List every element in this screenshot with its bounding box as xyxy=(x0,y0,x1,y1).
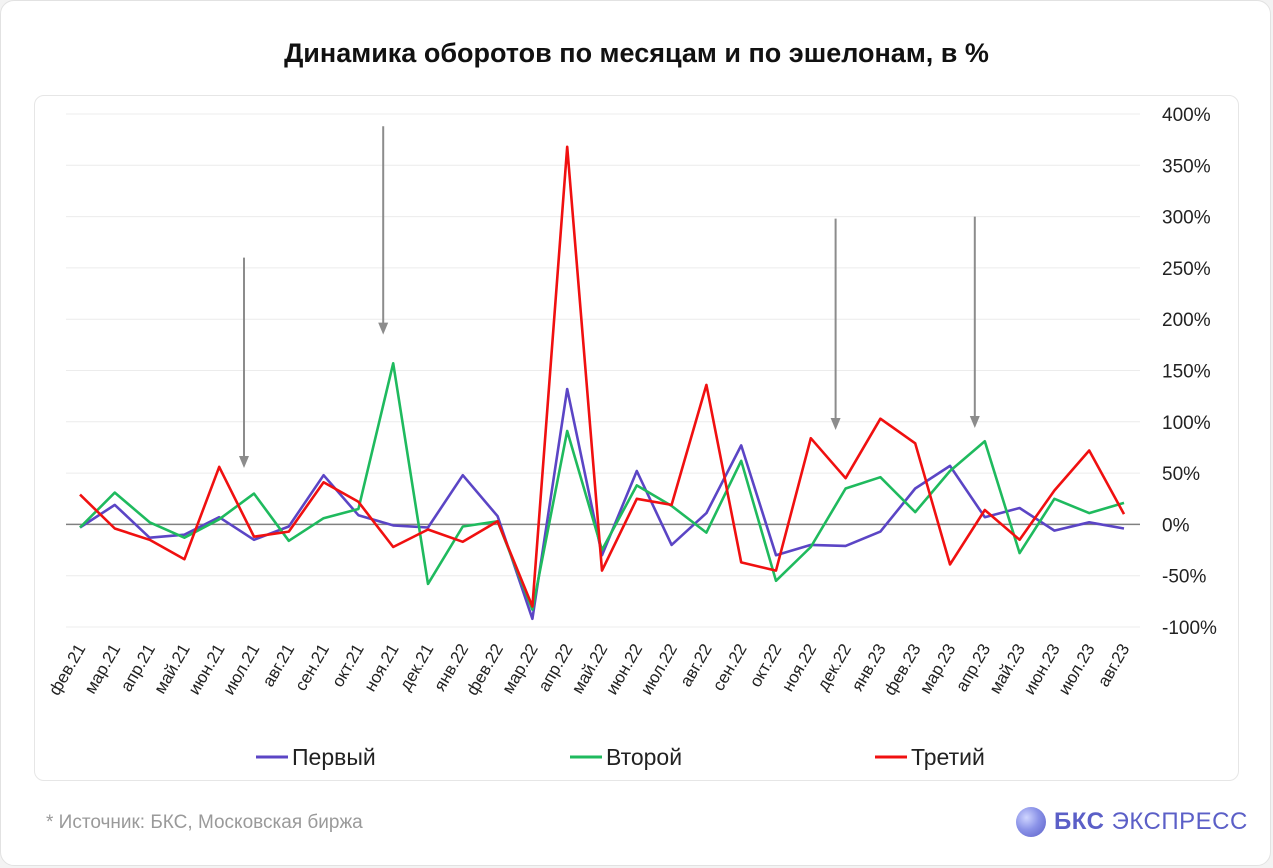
legend: Первый Второй Третий xyxy=(256,744,985,770)
x-tick-label: ноя.22 xyxy=(778,641,820,695)
y-tick-label: 350% xyxy=(1162,156,1211,177)
x-tick-label: сен.21 xyxy=(291,641,333,695)
legend-label-3: Третий xyxy=(911,744,985,770)
logo-strong: БКС xyxy=(1054,808,1105,835)
source-note: * Источник: БКС, Московская биржа xyxy=(46,812,363,833)
y-tick-label: 50% xyxy=(1162,464,1200,485)
y-tick-label: -100% xyxy=(1162,618,1217,639)
y-tick-label: 250% xyxy=(1162,259,1211,280)
annotation-arrow xyxy=(969,216,980,428)
y-axis-ticks: 400% 350% 300% 250% 200% 150% 100% 50% 0% -50% -10… xyxy=(1162,105,1217,639)
grid-lines xyxy=(66,113,1140,628)
series-line-3 xyxy=(79,145,1126,608)
annotation-arrow xyxy=(830,218,841,431)
y-tick-label: 100% xyxy=(1162,413,1211,434)
y-tick-label: -50% xyxy=(1162,567,1206,588)
x-tick-label: сен.22 xyxy=(709,641,751,695)
chart-title: Динамика оборотов по месяцам и по эшелон… xyxy=(284,38,989,68)
y-tick-label: 200% xyxy=(1162,310,1211,331)
x-tick-label: авг.23 xyxy=(1094,641,1134,691)
y-tick-label: 0% xyxy=(1162,515,1190,536)
x-axis-ticks: фев.21мар.21апр.21май.21июн.21июл.21авг.… xyxy=(45,641,1134,699)
chart-panel xyxy=(34,95,1239,781)
series-line-2 xyxy=(79,361,1125,611)
logo-sphere-icon xyxy=(1016,807,1046,837)
annotation-arrows xyxy=(239,126,980,468)
y-tick-label: 300% xyxy=(1162,208,1211,229)
legend-label-1: Первый xyxy=(292,744,376,770)
x-tick-label: ноя.21 xyxy=(360,641,402,695)
legend-label-2: Второй xyxy=(606,744,682,770)
y-tick-label: 400% xyxy=(1162,105,1211,126)
annotation-arrow xyxy=(378,126,389,335)
y-tick-label: 150% xyxy=(1162,362,1211,383)
series-lines xyxy=(79,145,1126,621)
annotation-arrow xyxy=(239,257,249,468)
x-tick-label: фев.21 xyxy=(45,641,90,699)
brand-logo: БКС ЭКСПРЕСС xyxy=(1016,807,1248,837)
logo-rest: ЭКСПРЕСС xyxy=(1111,808,1248,835)
